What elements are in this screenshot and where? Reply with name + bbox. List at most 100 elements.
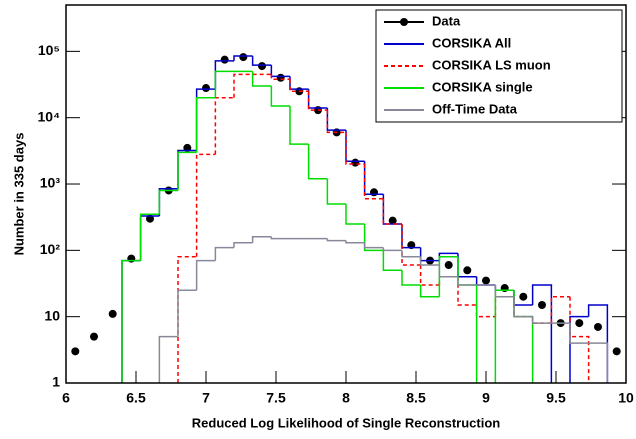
histogram-bin: [475, 304, 496, 318]
histogram-bin: [214, 70, 234, 98]
x-tick-label: 9.5: [546, 390, 566, 406]
histogram-bin: [214, 96, 234, 155]
histogram-bin: [513, 296, 533, 318]
data-point: [90, 332, 98, 341]
y-tick-label: 10²: [40, 241, 61, 257]
histogram-bin: [289, 76, 309, 90]
data-point: [612, 347, 621, 356]
legend-label: Data: [432, 13, 461, 28]
x-tick-label: 6: [62, 390, 70, 406]
y-tick-label: 10³: [40, 175, 61, 191]
histogram-bin: [457, 276, 477, 286]
legend-label: Off-Time Data: [432, 101, 518, 116]
histogram-bin: [251, 56, 272, 66]
histogram-bin: [587, 304, 609, 383]
data-point: [127, 254, 136, 263]
x-tick-label: 6.5: [126, 390, 146, 406]
data-point: [482, 276, 490, 285]
data-point: [538, 300, 546, 309]
histogram-bin: [139, 213, 160, 261]
data-point: [370, 188, 378, 197]
histogram-bin: [569, 296, 590, 383]
data-point: [575, 319, 584, 328]
histogram-bin: [345, 130, 365, 163]
histogram-bin: [121, 259, 141, 383]
y-tick-label: 10: [44, 307, 60, 323]
y-tick-label: 10⁴: [38, 108, 61, 124]
histogram-bin: [251, 71, 272, 87]
histogram-bin: [289, 106, 309, 145]
histogram-bin: [569, 315, 589, 383]
histogram-bin: [307, 89, 328, 109]
histogram-bin: [326, 178, 346, 205]
histogram-bin: [401, 270, 421, 286]
histogram-bin: [494, 285, 514, 298]
histogram-bin: [382, 247, 402, 252]
histogram-bin: [419, 285, 440, 298]
histogram-bin: [251, 236, 272, 243]
data-point: [239, 53, 248, 62]
histogram-bin: [307, 91, 328, 111]
x-axis-title: Reduced Log Likelihood of Single Reconst…: [192, 415, 500, 430]
histogram-bin: [233, 242, 253, 248]
data-point: [351, 158, 360, 167]
histogram-bin: [513, 290, 534, 383]
histogram-bin: [177, 289, 197, 337]
histogram-bin: [177, 149, 197, 189]
histogram-bin: [214, 246, 234, 261]
histogram-bin: [569, 323, 589, 344]
x-tick-label: 10: [618, 390, 634, 406]
histogram-bin: [345, 240, 365, 244]
histogram-bin: [195, 259, 216, 291]
plot-area: [71, 53, 621, 383]
legend-box: [375, 9, 623, 123]
histogram-bin: [345, 203, 365, 225]
histogram-bin: [494, 289, 514, 383]
x-tick-label: 8: [342, 390, 350, 406]
histogram-bin: [233, 73, 253, 98]
data-point: [71, 347, 80, 356]
histogram-bin: [158, 335, 178, 383]
y-axis-title: Number in 335 days: [11, 133, 26, 256]
data-point: [202, 84, 210, 93]
histogram-bin: [345, 132, 365, 165]
histogram-bin: [419, 265, 440, 286]
histogram-bin: [195, 96, 216, 153]
histogram-bin: [531, 284, 553, 383]
plot-frame: [65, 4, 627, 384]
histogram-bin: [158, 189, 178, 215]
histogram-bin: [457, 256, 478, 383]
data-point: [463, 266, 472, 275]
data-point: [388, 216, 397, 225]
histogram-bin: [438, 275, 458, 286]
histogram-bin: [457, 276, 477, 306]
histogram-bin: [289, 79, 309, 93]
data-point: [276, 73, 285, 82]
histogram-bin: [382, 250, 402, 272]
histogram-bin: [177, 151, 197, 191]
histogram-bin: [121, 259, 141, 383]
y-tick-label: 10⁵: [38, 42, 60, 58]
histogram-bin: [270, 236, 290, 240]
legend-label: CORSIKA LS muon: [432, 57, 551, 72]
data-point: [258, 62, 266, 71]
data-point: [220, 55, 229, 64]
histogram-bin: [438, 256, 458, 297]
data-point: [444, 261, 453, 270]
histogram-bin: [270, 74, 290, 80]
histogram-bin: [326, 238, 346, 242]
data-point: [519, 292, 528, 301]
x-tick-label: 8.5: [406, 390, 426, 406]
histogram-bin: [307, 144, 328, 180]
x-tick-label: 9: [482, 390, 490, 406]
legend-label: CORSIKA single: [432, 79, 533, 94]
data-point: [594, 322, 602, 331]
histogram-bin: [326, 107, 346, 131]
y-tick-label: 1: [52, 374, 60, 390]
x-tick-label: 7.5: [266, 390, 286, 406]
histogram-bin: [588, 342, 609, 383]
histogram-bin: [233, 55, 253, 61]
histogram-bin: [550, 295, 570, 324]
histogram-bin: [177, 256, 197, 383]
